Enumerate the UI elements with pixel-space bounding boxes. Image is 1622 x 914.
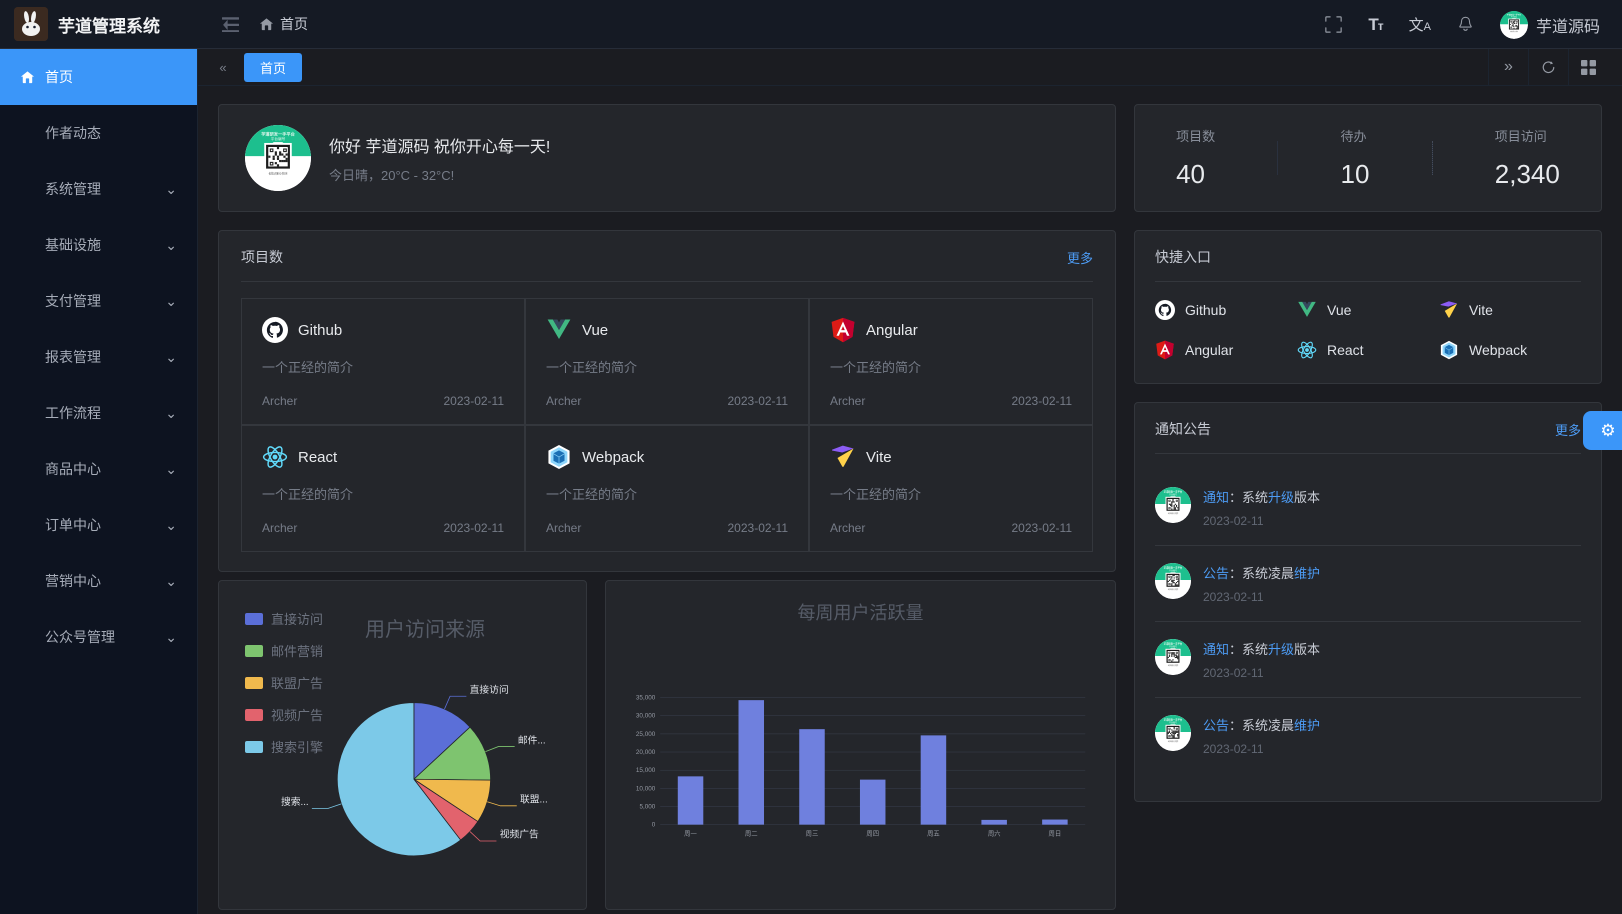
svg-text:平台编号: 平台编号 [271, 136, 286, 141]
svg-text:搜索...: 搜索... [281, 795, 309, 808]
svg-text:15,000: 15,000 [636, 767, 656, 774]
svg-text:25,000: 25,000 [636, 731, 656, 738]
svg-text:周一: 周一 [684, 829, 697, 837]
svg-text:直接访问: 直接访问 [470, 683, 509, 696]
svg-text:35,000: 35,000 [636, 695, 656, 702]
svg-text:芋道研发一手平台: 芋道研发一手平台 [261, 130, 295, 137]
svg-text:10,000: 10,000 [636, 785, 656, 792]
svg-text:周五: 周五 [927, 829, 940, 837]
svg-text:周六: 周六 [988, 828, 1001, 837]
svg-text:邮件...: 邮件... [518, 733, 546, 746]
svg-text:长按识别小程序: 长按识别小程序 [268, 172, 287, 176]
svg-text:视频广告: 视频广告 [500, 828, 539, 841]
svg-text:20,000: 20,000 [636, 749, 656, 756]
svg-text:5,000: 5,000 [639, 803, 655, 810]
svg-text:周三: 周三 [806, 829, 819, 837]
svg-text:30,000: 30,000 [636, 713, 656, 720]
svg-text:周二: 周二 [745, 829, 758, 837]
svg-text:0: 0 [652, 822, 656, 829]
svg-text:联盟...: 联盟... [520, 794, 548, 806]
svg-text:周四: 周四 [866, 829, 879, 837]
svg-text:周日: 周日 [1049, 829, 1062, 837]
